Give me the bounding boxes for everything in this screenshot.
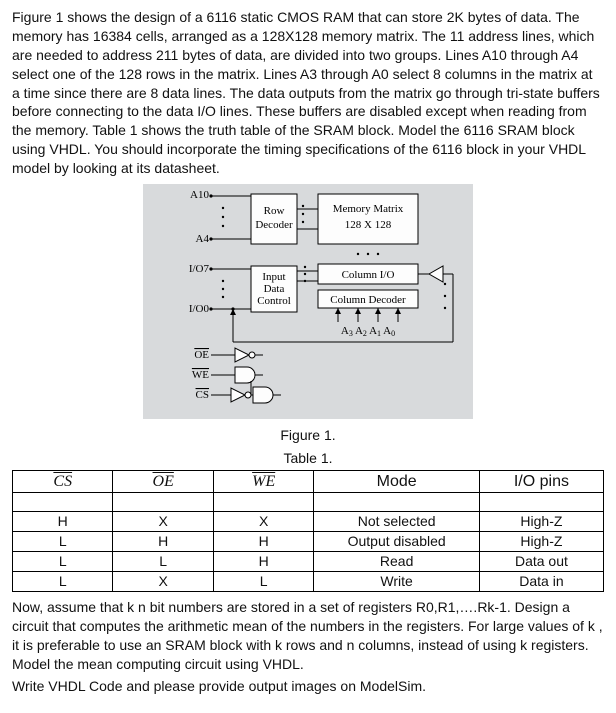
a10-label: A10 [190,189,209,201]
svg-text:OE: OE [194,349,209,361]
cs-label: CS [196,389,209,401]
table-row: LXLWriteData in [13,571,604,591]
table-row: LLHReadData out [13,552,604,572]
svg-text:CS: CS [196,389,209,401]
th-io: I/O pins [479,470,603,493]
row-decoder-label1: Row [264,205,285,217]
io0-label: I/O0 [189,303,210,315]
row-decoder-label2: Decoder [255,219,293,231]
column-io-label: Column I/O [342,269,395,281]
a3-a0-label: A3 A2 A1 A0 [341,325,395,338]
memory-matrix-label2: 128 X 128 [345,219,392,231]
column-decoder-label: Column Decoder [330,294,406,306]
table-row: LHHOutput disabledHigh-Z [13,532,604,552]
table-header-row: CS OE WE Mode I/O pins [13,470,604,493]
figure-1-caption: Figure 1. [12,426,604,445]
figure-1-container: Row Decoder Memory Matrix 128 X 128 A10 … [12,184,604,445]
a4-label: A4 [196,233,210,245]
idc-label2: Data [264,283,285,295]
th-we: WE [252,473,275,490]
io7-label: I/O7 [189,263,210,275]
paragraph-3: Write VHDL Code and please provide outpu… [12,677,604,696]
svg-text:WE: WE [192,369,209,381]
truth-table: CS OE WE Mode I/O pins HXXNot selectedHi… [12,470,604,592]
oe-label: OE [194,349,209,361]
th-oe: OE [153,473,174,490]
th-cs: CS [53,473,72,490]
figure-1-diagram: Row Decoder Memory Matrix 128 X 128 A10 … [143,184,473,419]
we-label: WE [192,369,209,381]
paragraph-2: Now, assume that k n bit numbers are sto… [12,598,604,674]
th-mode: Mode [314,470,479,493]
table-1-caption: Table 1. [12,449,604,468]
memory-matrix-label1: Memory Matrix [333,203,404,215]
paragraph-1: Figure 1 shows the design of a 6116 stat… [12,8,604,178]
idc-label1: Input [262,271,285,283]
idc-label3: Control [257,295,291,307]
table-row: HXXNot selectedHigh-Z [13,512,604,532]
